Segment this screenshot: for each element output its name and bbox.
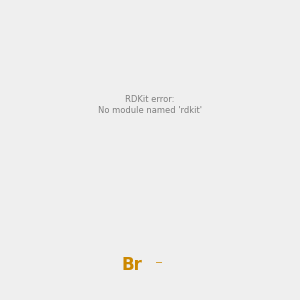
- Text: RDKit error:
No module named 'rdkit': RDKit error: No module named 'rdkit': [98, 95, 202, 115]
- Text: Br: Br: [122, 256, 142, 274]
- Text: ⁻: ⁻: [155, 258, 163, 273]
